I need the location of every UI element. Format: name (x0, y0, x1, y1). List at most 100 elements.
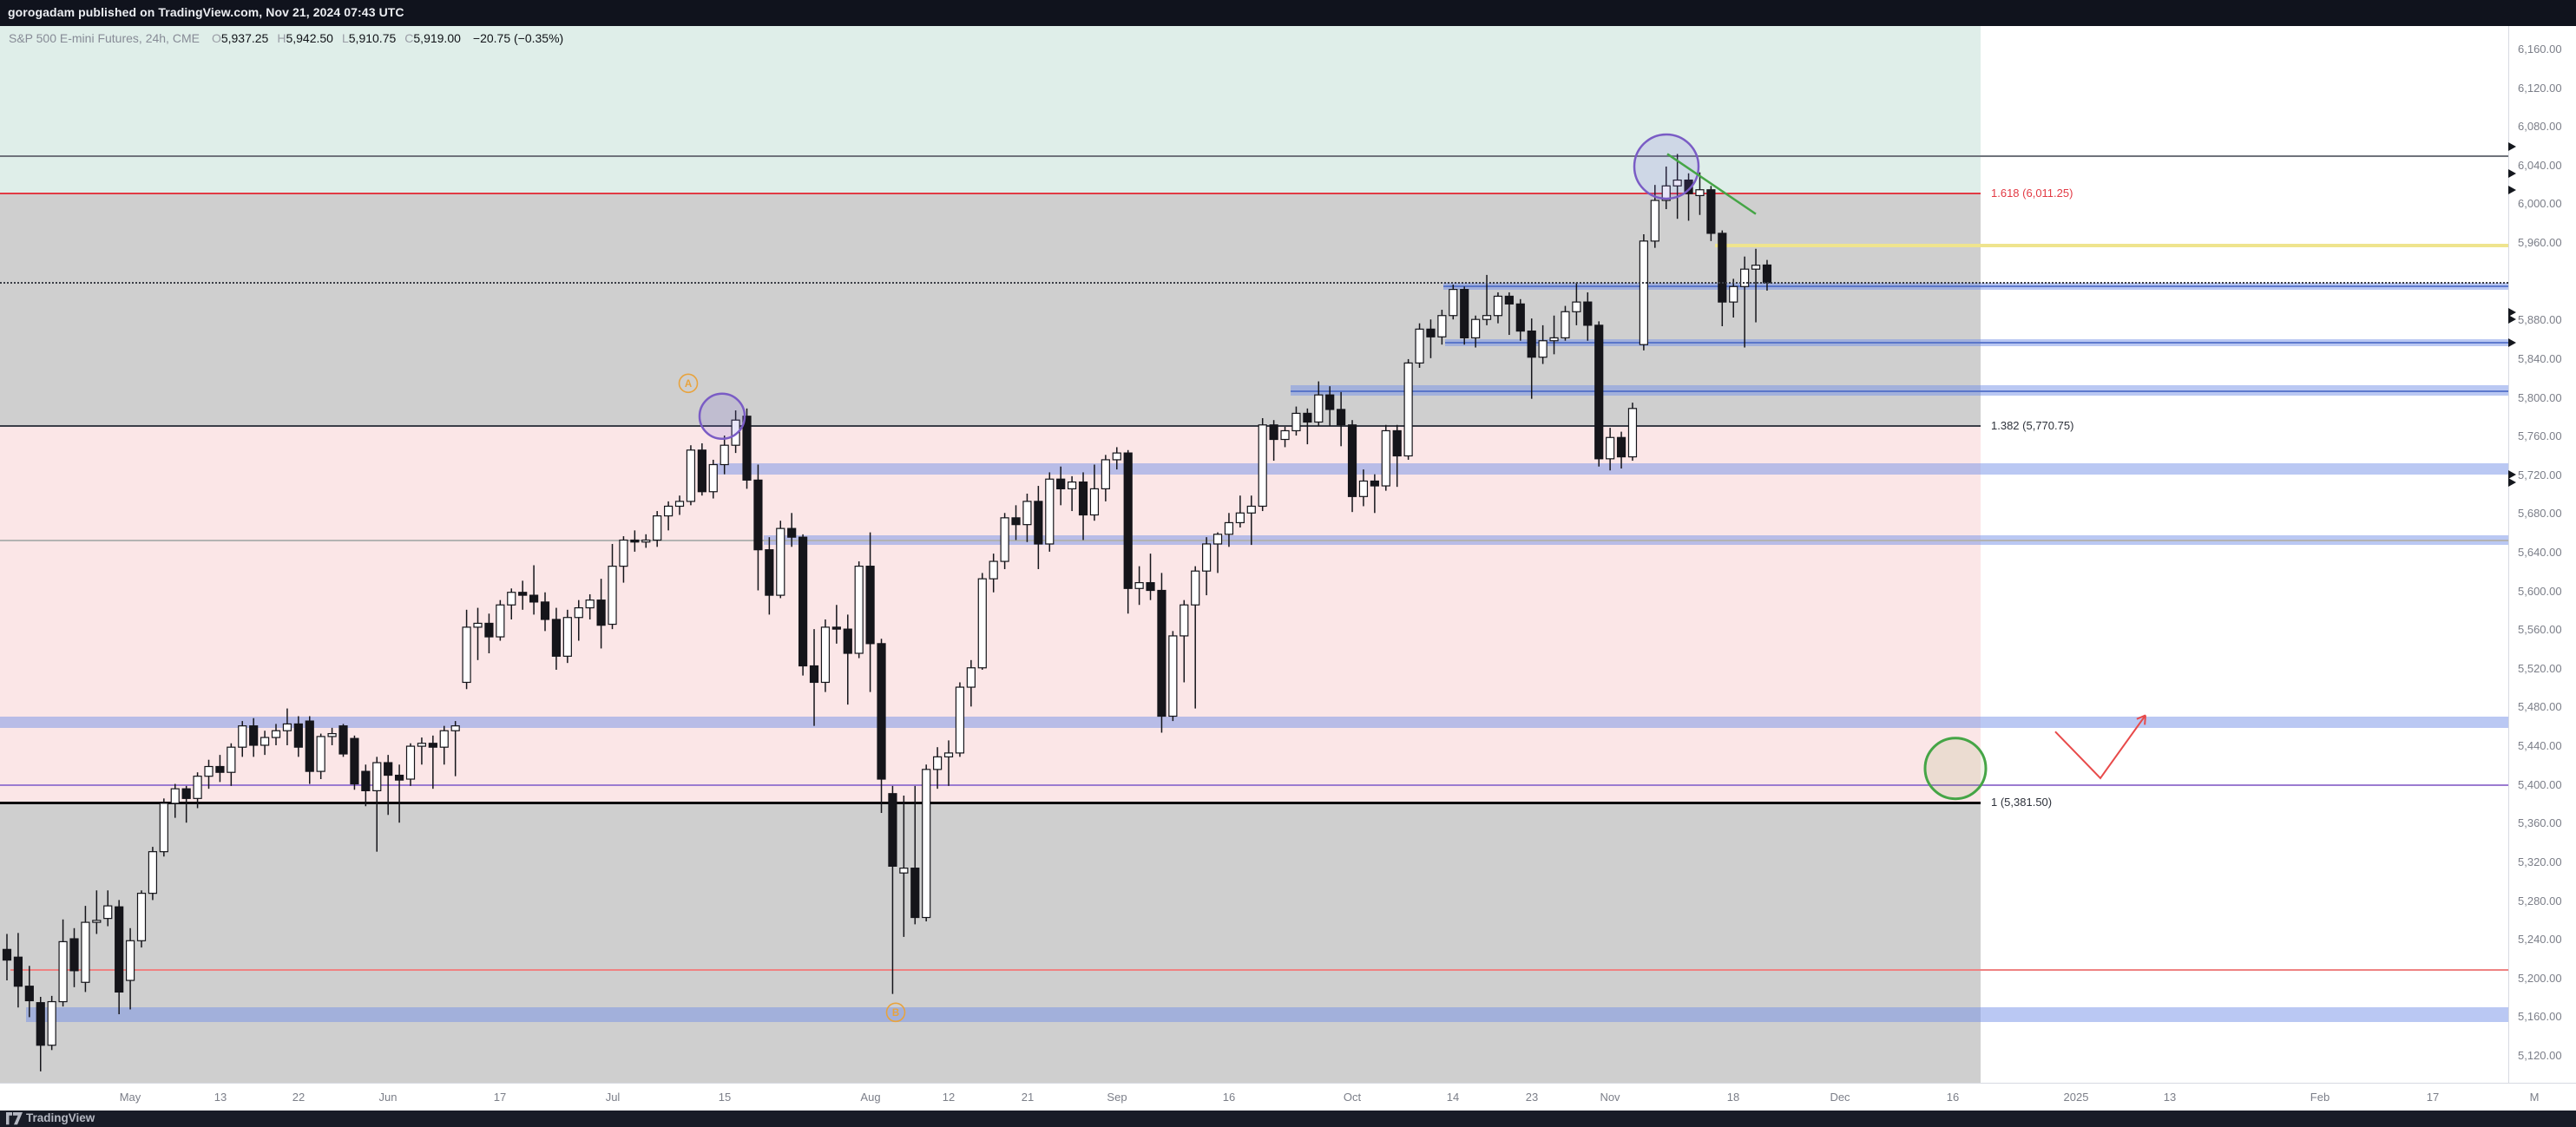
candle-down[interactable] (865, 566, 875, 645)
candle-down[interactable] (596, 600, 606, 626)
candle-down[interactable] (765, 549, 774, 596)
candle-down[interactable] (1460, 289, 1469, 338)
candle-down[interactable] (1123, 452, 1133, 589)
candle-up[interactable] (1729, 285, 1738, 303)
chart-annotations[interactable]: AB (0, 26, 2576, 1111)
candle-down[interactable] (2, 948, 12, 961)
candle-up[interactable] (507, 592, 516, 606)
candle-up[interactable] (1112, 452, 1121, 461)
candle-up[interactable] (1314, 394, 1324, 423)
candle-down[interactable] (215, 765, 225, 773)
candle-up[interactable] (327, 732, 337, 737)
candle-up[interactable] (922, 769, 931, 919)
candle-up[interactable] (1695, 189, 1705, 197)
candle-up[interactable] (820, 626, 831, 684)
green-trendline[interactable] (1666, 153, 1757, 215)
candle-up[interactable] (1403, 362, 1413, 457)
candle-up[interactable] (641, 539, 651, 543)
candle-up[interactable] (708, 463, 718, 493)
candle-up[interactable] (204, 765, 214, 777)
candle-down[interactable] (305, 720, 314, 772)
resistance-line-6050[interactable] (0, 154, 2508, 157)
support-band-5162[interactable] (26, 1007, 2508, 1022)
candle-up[interactable] (1291, 412, 1301, 432)
candle-down[interactable] (36, 1002, 45, 1046)
candle-down[interactable] (1515, 303, 1525, 332)
candle-up[interactable] (899, 868, 909, 874)
gray-line-5653[interactable] (0, 539, 2508, 541)
candle-down[interactable] (540, 601, 550, 620)
candle-down[interactable] (809, 665, 819, 684)
candle-up[interactable] (1650, 200, 1659, 242)
candle-up[interactable] (933, 756, 943, 770)
candle-up[interactable] (1606, 436, 1615, 460)
candle-down[interactable] (529, 594, 539, 603)
candle-up[interactable] (1101, 459, 1110, 489)
candle-up[interactable] (686, 449, 696, 502)
candle-down[interactable] (484, 622, 494, 638)
candle-up[interactable] (1224, 521, 1234, 535)
candle-down[interactable] (787, 527, 797, 538)
candle-up[interactable] (1549, 337, 1559, 342)
candle-up[interactable] (1672, 179, 1682, 187)
candle-down[interactable] (1583, 301, 1593, 326)
candle-up[interactable] (720, 444, 729, 466)
candle-down[interactable] (1392, 429, 1402, 457)
yellow-line-5957[interactable] (1715, 244, 2508, 248)
candle-down[interactable] (384, 762, 393, 776)
candle-up[interactable] (1191, 570, 1200, 606)
candle-down[interactable] (1527, 330, 1536, 358)
candle-down[interactable] (69, 938, 79, 972)
label-A[interactable]: A (678, 373, 699, 394)
purple-circle-top[interactable] (1633, 133, 1700, 200)
candle-up[interactable] (1572, 301, 1581, 312)
candle-up[interactable] (854, 566, 864, 654)
candle-down[interactable] (910, 868, 920, 919)
candle-up[interactable] (731, 419, 740, 446)
candle-down[interactable] (1034, 501, 1043, 545)
candle-up[interactable] (1415, 328, 1424, 364)
candle-up[interactable] (1358, 480, 1369, 497)
candle-up[interactable] (776, 527, 785, 596)
candle-up[interactable] (966, 667, 976, 688)
support-line-5209[interactable] (10, 968, 2508, 971)
candle-up[interactable] (450, 725, 460, 731)
candle-up[interactable] (462, 626, 471, 684)
candle-down[interactable] (181, 788, 191, 799)
candle-down[interactable] (877, 643, 886, 780)
candle-up[interactable] (989, 560, 998, 580)
candle-up[interactable] (125, 940, 135, 981)
candle-down[interactable] (753, 479, 763, 551)
candle-up[interactable] (92, 920, 102, 923)
candle-up[interactable] (1740, 268, 1750, 287)
candle-up[interactable] (227, 746, 236, 773)
candle-down[interactable] (13, 956, 23, 987)
candle-up[interactable] (1661, 185, 1671, 201)
candle-up[interactable] (1258, 424, 1267, 508)
candle-up[interactable] (1000, 517, 1009, 562)
candle-up[interactable] (1168, 635, 1178, 717)
candle-up[interactable] (1482, 315, 1492, 320)
candle-down[interactable] (1146, 581, 1155, 592)
fib-1382-line[interactable] (0, 425, 1981, 428)
candle-up[interactable] (58, 940, 68, 1003)
candle-up[interactable] (159, 803, 168, 853)
candle-up[interactable] (1627, 408, 1638, 458)
candle-down[interactable] (1706, 189, 1716, 234)
candle-up[interactable] (1449, 289, 1458, 317)
symbol-ohlc-row[interactable]: S&P 500 E-mini Futures, 24h, CME O5,937.2… (9, 31, 563, 45)
candle-up[interactable] (1022, 501, 1032, 526)
candle-up[interactable] (1280, 429, 1290, 441)
candle-up[interactable] (282, 723, 292, 731)
candle-down[interactable] (630, 539, 640, 543)
candle-up[interactable] (1471, 318, 1481, 338)
candle-down[interactable] (293, 723, 303, 748)
candle-up[interactable] (619, 539, 628, 567)
candle-up[interactable] (608, 566, 617, 626)
candle-up[interactable] (1561, 311, 1570, 338)
candle-up[interactable] (674, 501, 685, 508)
candle-up[interactable] (136, 893, 147, 941)
candle-down[interactable] (1269, 424, 1278, 441)
candle-down[interactable] (350, 737, 359, 785)
